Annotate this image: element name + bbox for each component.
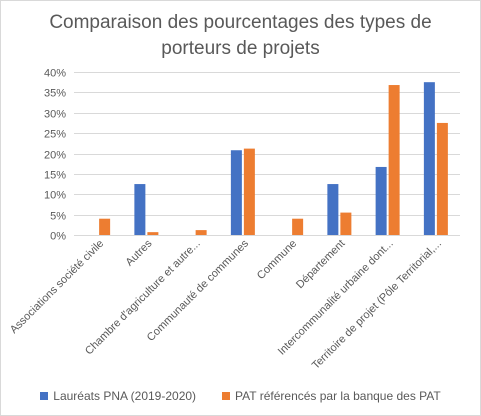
bars <box>99 82 448 235</box>
bar-series-1-cat-2 <box>134 184 146 235</box>
y-axis-tick-labels: 0% 5% 10% 15% 20% 25% 30% 35% 40% <box>44 68 66 243</box>
y-tick-label: 40% <box>44 68 66 80</box>
gridlines <box>74 72 460 236</box>
bar-series-1-cat-8 <box>423 82 435 235</box>
bar-series-1-cat-4 <box>230 150 242 235</box>
y-tick-label: 25% <box>44 129 66 141</box>
legend-swatch-series-1 <box>40 392 49 400</box>
legend: Lauréats PNA (2019-2020) PAT référencés … <box>0 389 481 403</box>
bar-series-2-cat-3 <box>195 230 207 235</box>
x-tick-label: Communauté de communes <box>145 237 252 344</box>
y-tick-label: 30% <box>44 109 66 121</box>
x-axis-tick-labels: Associations société civile AutresChambre… <box>8 237 444 371</box>
legend-label-series-2: PAT référencés par la banque des PAT <box>235 389 441 403</box>
x-tick-label: Autres <box>124 237 155 268</box>
bar-series-2-cat-6 <box>340 212 352 235</box>
chart-title-line-2: porteurs de projets <box>161 38 320 59</box>
y-tick-label: 5% <box>50 211 66 223</box>
legend-swatch-series-2 <box>222 392 231 400</box>
bar-series-2-cat-7 <box>388 85 400 235</box>
bar-series-1-cat-7 <box>375 166 387 235</box>
legend-item-series-2: PAT référencés par la banque des PAT <box>222 389 441 403</box>
chart-title-line-1: Comparaison des pourcentages des types d… <box>49 12 432 33</box>
y-tick-label: 20% <box>44 150 66 162</box>
y-tick-label: 35% <box>44 88 66 100</box>
x-tick-label: Associations société civile <box>8 238 106 336</box>
x-tick-label: Département <box>294 238 347 291</box>
bar-series-2-cat-2 <box>147 232 159 235</box>
y-tick-label: 10% <box>44 190 66 202</box>
bar-series-2-cat-5 <box>292 218 304 235</box>
legend-item-series-1: Lauréats PNA (2019-2020) <box>40 389 196 403</box>
bar-series-2-cat-8 <box>436 122 448 235</box>
bar-series-2-cat-4 <box>243 148 255 235</box>
bar-series-2-cat-1 <box>99 218 111 235</box>
x-tick-label: Commune <box>255 238 299 282</box>
bar-series-1-cat-6 <box>327 184 339 235</box>
legend-label-series-1: Lauréats PNA (2019-2020) <box>53 389 197 403</box>
chart-title: Comparaison des pourcentages des types d… <box>0 10 481 62</box>
y-tick-label: 15% <box>44 170 66 182</box>
y-tick-label: 0% <box>50 231 66 243</box>
